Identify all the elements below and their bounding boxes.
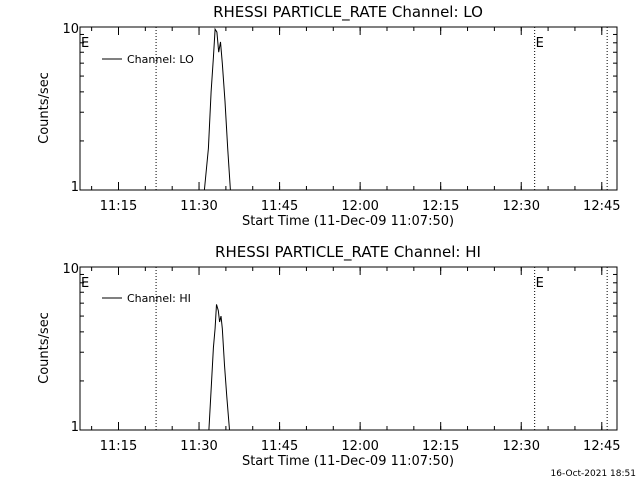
y-axis-label: Counts/sec bbox=[37, 312, 52, 384]
y-axis-label: Counts/sec bbox=[37, 72, 52, 144]
legend-label: Channel: HI bbox=[127, 292, 191, 305]
chart-panel-lo: RHESSI PARTICLE_RATE Channel: LO Start T… bbox=[37, 3, 621, 229]
series-line bbox=[208, 304, 230, 431]
x-tick-label: 12:45 bbox=[583, 439, 620, 454]
x-tick-label: 12:30 bbox=[503, 439, 540, 454]
x-axis-label: Start Time (11-Dec-09 11:07:50) bbox=[242, 454, 454, 469]
x-tick-label: 11:45 bbox=[261, 199, 298, 214]
event-label: E bbox=[81, 276, 89, 291]
x-tick-labels: 11:15 11:30 11:45 12:00 12:15 12:30 12:4… bbox=[100, 439, 621, 454]
plot-frame bbox=[79, 26, 618, 191]
chart-title: RHESSI PARTICLE_RATE Channel: HI bbox=[215, 243, 481, 262]
series-line bbox=[203, 27, 231, 191]
y-tick-label-bottom: 1 bbox=[71, 180, 79, 195]
x-tick-label: 12:30 bbox=[503, 199, 540, 214]
x-axis-label: Start Time (11-Dec-09 11:07:50) bbox=[242, 214, 454, 229]
x-tick-label: 11:30 bbox=[180, 199, 217, 214]
event-label: E bbox=[81, 36, 89, 51]
chart-title: RHESSI PARTICLE_RATE Channel: LO bbox=[213, 3, 483, 22]
x-tick-label: 11:15 bbox=[100, 199, 137, 214]
x-tick-label: 12:45 bbox=[583, 199, 620, 214]
x-tick-label: 11:15 bbox=[100, 439, 137, 454]
event-label: E bbox=[536, 36, 544, 51]
plot-frame bbox=[79, 266, 618, 431]
x-tick-label: 12:00 bbox=[341, 439, 378, 454]
y-tick-label-top: 10 bbox=[62, 22, 79, 37]
event-line-group: E E bbox=[81, 36, 544, 51]
legend-label: Channel: LO bbox=[127, 53, 194, 66]
y-tick-label-top: 10 bbox=[62, 262, 79, 277]
x-tick-label: 12:00 bbox=[341, 199, 378, 214]
x-tick-label: 12:15 bbox=[422, 439, 459, 454]
chart-panel-hi: RHESSI PARTICLE_RATE Channel: HI Start T… bbox=[37, 243, 621, 469]
y-tick-label-bottom: 1 bbox=[71, 420, 79, 435]
x-tick-labels: 11:15 11:30 11:45 12:00 12:15 12:30 12:4… bbox=[100, 199, 621, 214]
event-line-group: E E bbox=[81, 276, 544, 291]
x-tick-label: 11:30 bbox=[180, 439, 217, 454]
x-tick-label: 12:15 bbox=[422, 199, 459, 214]
x-tick-label: 11:45 bbox=[261, 439, 298, 454]
event-label: E bbox=[536, 276, 544, 291]
timestamp-footer: 16-Oct-2021 18:51 bbox=[551, 469, 636, 479]
